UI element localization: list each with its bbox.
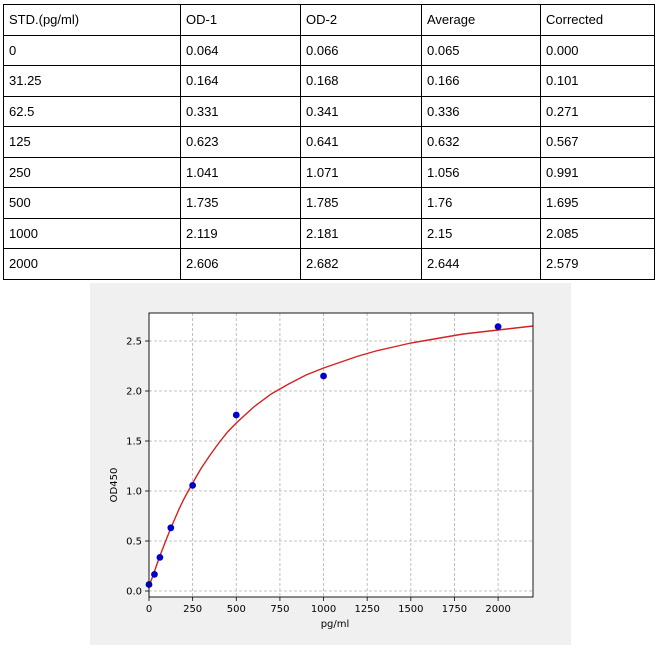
table-cell: 2.579 [540,248,655,280]
table-cell: 1.041 [180,156,301,188]
table-header-cell: STD.(pg/ml) [3,4,181,36]
table-cell: 2000 [3,248,181,280]
x-axis-title: pg/ml [321,619,350,630]
table-cell: 2.682 [300,248,422,280]
x-tick-label: 2000 [485,604,510,615]
table-cell: 125 [3,126,181,158]
table-row: 62.5 0.331 0.341 0.336 0.271 [3,95,655,127]
fit-curve [148,325,534,587]
x-tick-label: 1750 [442,604,467,615]
table-cell: 0.336 [421,95,541,127]
table-cell: 31.25 [3,65,181,97]
table-row: 500 1.735 1.785 1.76 1.695 [3,187,655,219]
table-row: 1000 2.119 2.181 2.15 2.085 [3,217,655,249]
table-cell: 2.15 [421,217,541,249]
table-cell: 2.606 [180,248,301,280]
table-cell: 0.991 [540,156,655,188]
table-cell: 250 [3,156,181,188]
y-tick-label: 2.0 [126,387,142,398]
table-cell: 0.567 [540,126,655,158]
table-cell: 0.641 [300,126,422,158]
table-cell: 0.166 [421,65,541,97]
table-cell: 2.085 [540,217,655,249]
x-tick-label: 250 [183,604,202,615]
table-cell: 0.168 [300,65,422,97]
x-tick-label: 1500 [398,604,423,615]
x-tick-label: 0 [146,604,152,615]
table-cell: 2.181 [300,217,422,249]
y-tick-label: 1.0 [126,487,142,498]
standard-curve-table: STD.(pg/ml) OD-1 OD-2 Average Corrected 0 0.06… [3,4,655,280]
x-tick-label: 500 [227,604,246,615]
table-cell: 0.065 [421,34,541,66]
table-row: 250 1.041 1.071 1.056 0.991 [3,156,655,188]
table-cell: 1.056 [421,156,541,188]
table-cell: 0.000 [540,34,655,66]
data-point [167,524,175,532]
y-tick-label: 2.5 [126,337,142,348]
table-cell: 0.101 [540,65,655,97]
x-tick-label: 750 [270,604,289,615]
table-cell: 0.623 [180,126,301,158]
data-point [320,372,327,380]
data-point [189,482,197,489]
table-cell: 1.071 [300,156,422,188]
plot-area [149,313,533,597]
table-cell: 1.76 [421,187,541,219]
plot-frame [148,312,534,598]
x-tick-label: 1000 [311,604,336,615]
y-tick-label: 1.5 [126,437,142,448]
table-cell: 0.632 [421,126,541,158]
table-cell: 0.271 [540,95,655,127]
y-tick-label: 0.0 [126,587,142,598]
y-axis-title: OD450 [109,468,120,503]
table-cell: 0.064 [180,34,301,66]
table-row: 125 0.623 0.641 0.632 0.567 [3,126,655,158]
table-cell: 1.785 [300,187,422,219]
table-row: 0 0.064 0.066 0.065 0.000 [3,34,655,66]
table-cell: 0 [3,34,181,66]
table-cell: 0.066 [300,34,422,66]
table-cell: 0.331 [180,95,301,127]
data-point [151,571,158,578]
table-cell: 2.119 [180,217,301,249]
table-cell: 1.695 [540,187,655,219]
table-cell: 62.5 [3,95,181,127]
table-header-cell: OD-2 [300,4,422,36]
table-header-row: STD.(pg/ml) OD-1 OD-2 Average Corrected [3,4,655,36]
data-point [156,554,164,561]
y-tick-label: 0.5 [126,537,142,548]
table-cell: 500 [3,187,181,219]
table-cell: 1000 [3,217,181,249]
table-header-cell: Corrected [540,4,655,36]
x-tick-label: 1250 [354,604,379,615]
data-point [494,323,502,330]
chart-panel: 0 250 500 750 1000 1250 1500 1750 2000 0.0 0.5 1.0 1… [90,283,571,645]
table-cell: 0.164 [180,65,301,97]
table-row: 31.25 0.164 0.168 0.166 0.101 [3,65,655,97]
standard-curve-chart: 0 250 500 750 1000 1250 1500 1750 2000 0.0 0.5 1.0 1… [109,312,534,630]
data-point [232,411,240,419]
table-cell: 2.644 [421,248,541,280]
table-header-cell: Average [421,4,541,36]
table-header-cell: OD-1 [180,4,301,36]
table-cell: 1.735 [180,187,301,219]
table-row: 2000 2.606 2.682 2.644 2.579 [3,248,655,280]
table-cell: 0.341 [300,95,422,127]
